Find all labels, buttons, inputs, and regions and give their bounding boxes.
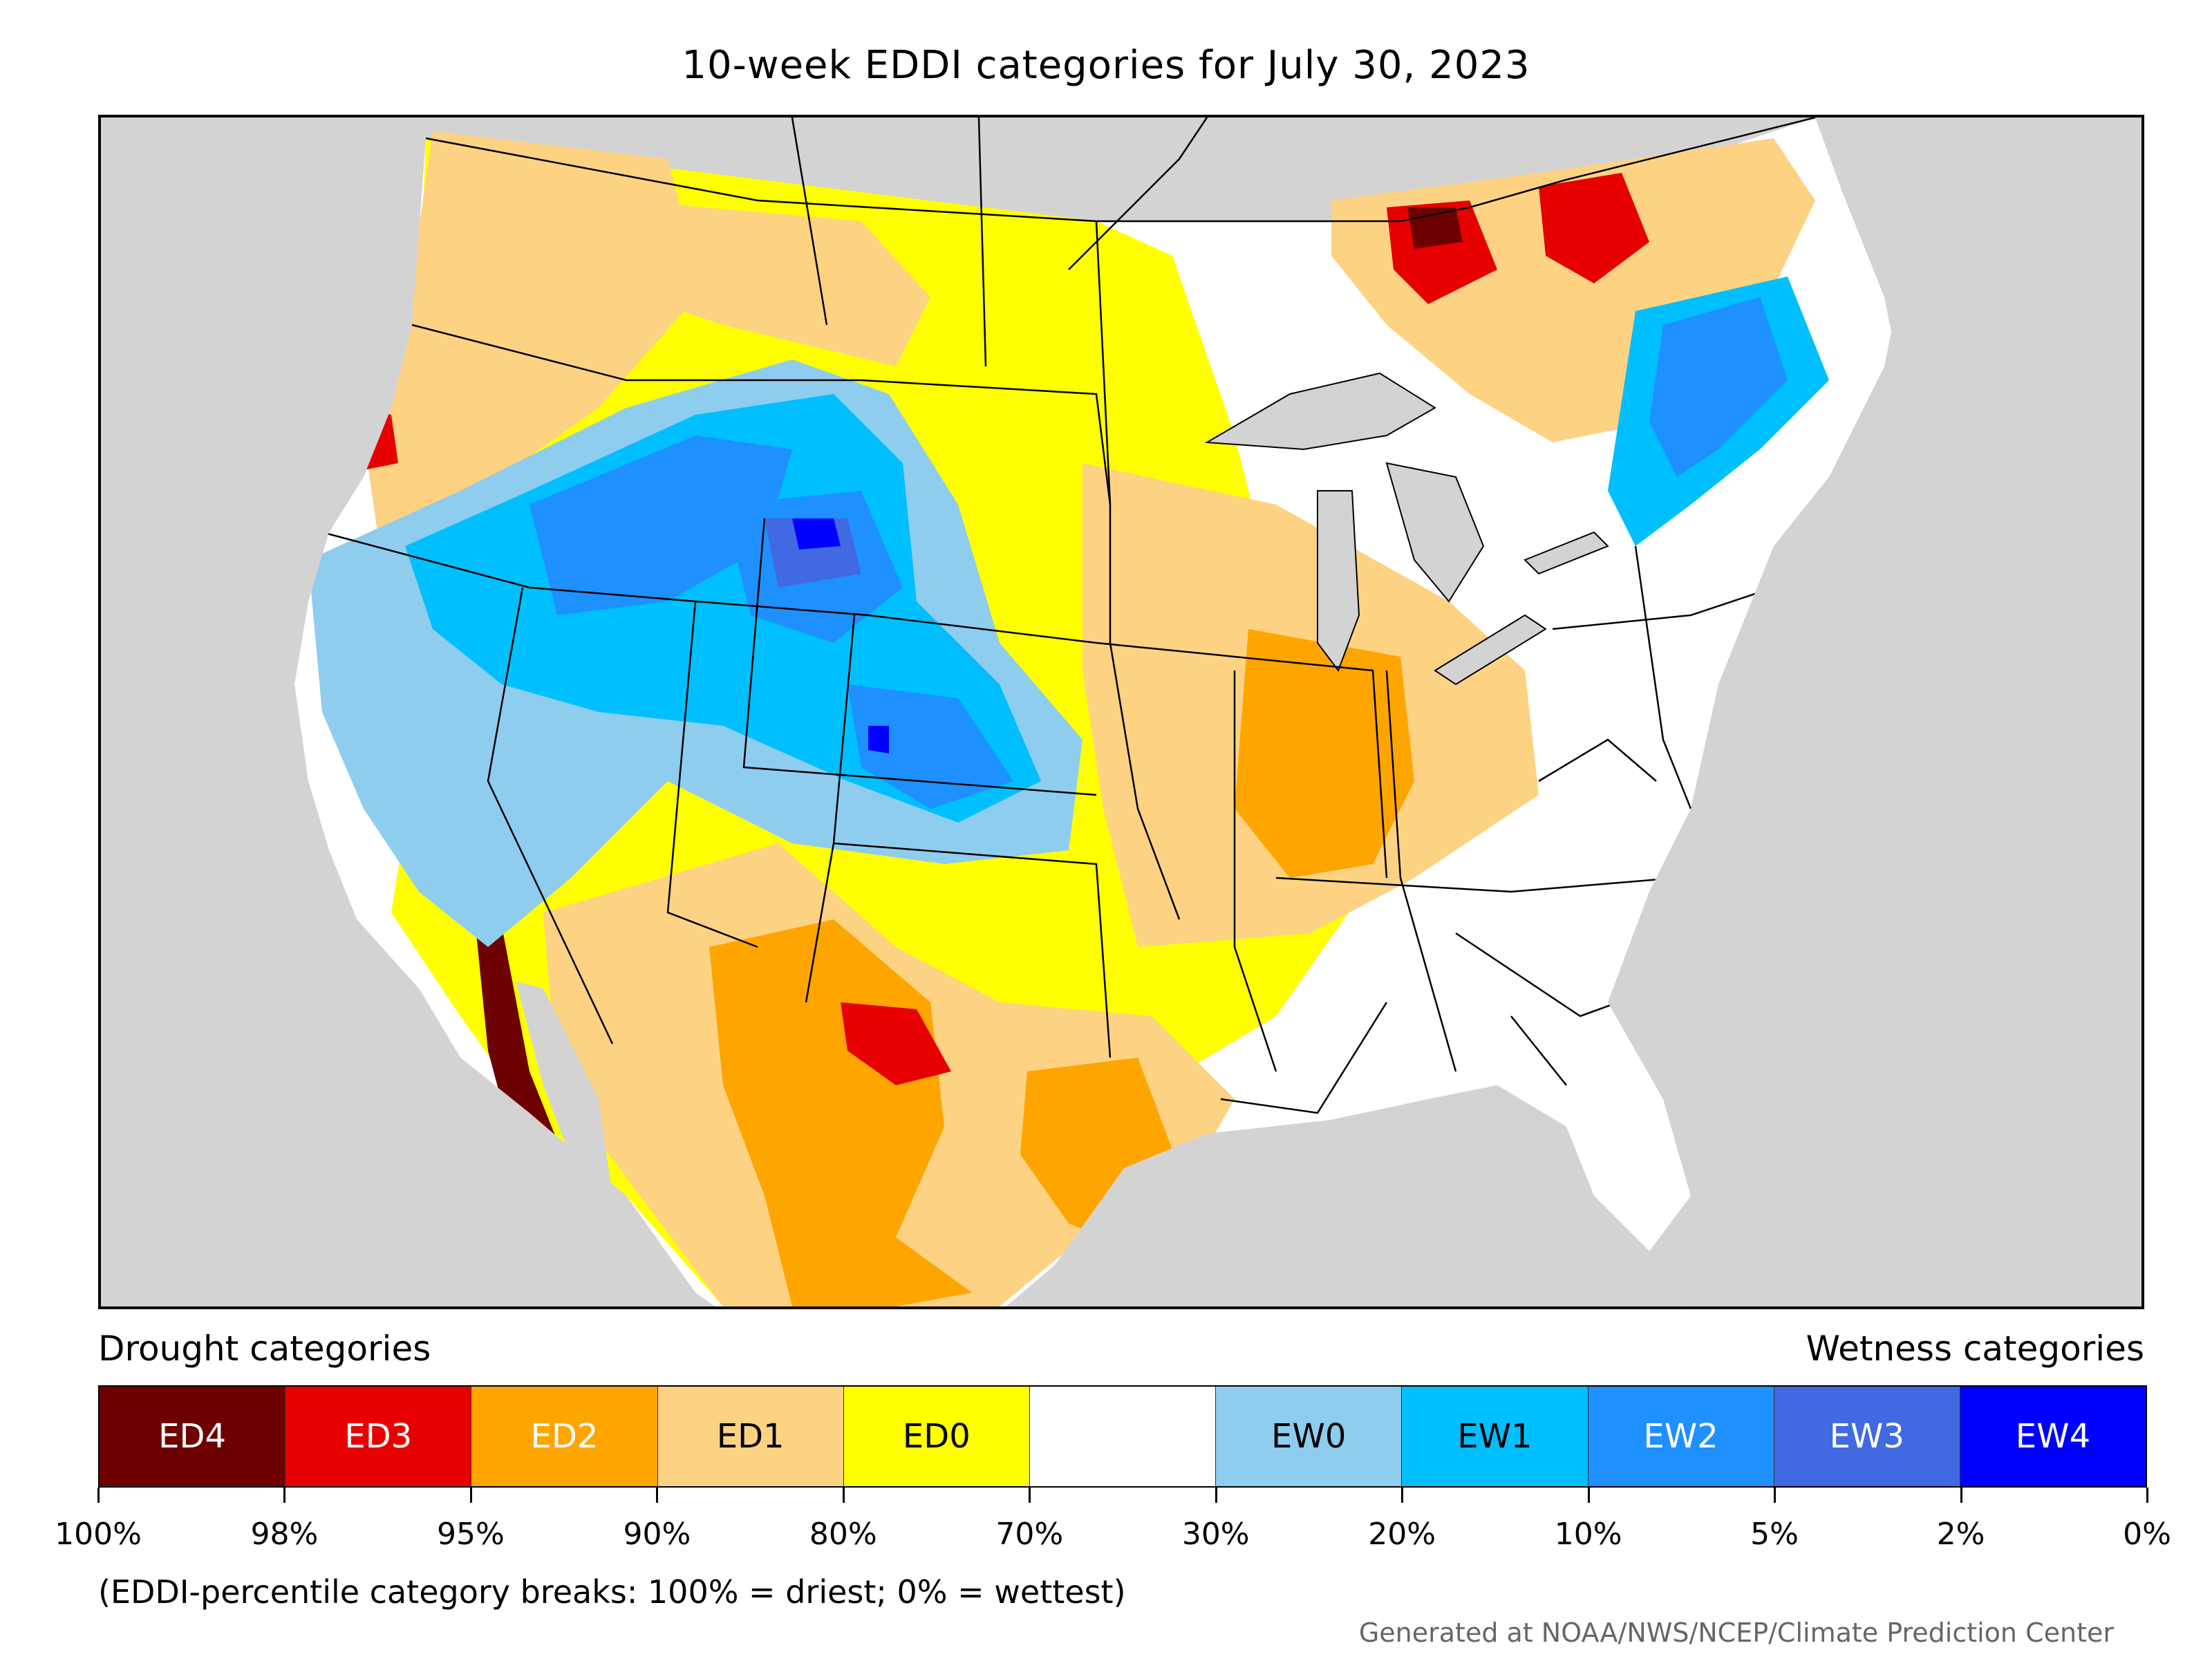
tick-label: 80% — [809, 1517, 877, 1552]
legend-bin-ed2: ED2 — [471, 1387, 658, 1486]
category-colorbar: ED4 ED3 ED2 ED1 ED0 EW0 EW1 EW2 EW3 EW4 — [98, 1385, 2147, 1488]
lake-ontario — [1524, 531, 1609, 575]
tick-label: 100% — [55, 1517, 142, 1552]
tick-mark — [656, 1488, 659, 1503]
legend-bin-ew0: EW0 — [1216, 1387, 1403, 1486]
tick-label: 98% — [250, 1517, 319, 1552]
credit-line: Generated at NOAA/NWS/NCEP/Climate Predi… — [1358, 1618, 2114, 1648]
legend-bin-ew3: EW3 — [1774, 1387, 1960, 1486]
tick-mark — [283, 1488, 286, 1503]
map-canvas — [101, 118, 2141, 1306]
legend-bin-ew2: EW2 — [1588, 1387, 1774, 1486]
map-title: 10-week EDDI categories for July 30, 202… — [682, 43, 1530, 88]
ed3-region-nm-tx — [841, 1002, 951, 1085]
tick-mark — [1401, 1488, 1404, 1503]
ed3-region-quebec — [1539, 173, 1649, 283]
atlantic-ocean — [1608, 118, 2141, 1306]
ed1-region-northplains — [626, 200, 930, 366]
tick-label: 5% — [1750, 1517, 1799, 1552]
lake-michigan — [1317, 490, 1360, 673]
tick-mark — [1029, 1488, 1031, 1503]
tick-mark — [1960, 1488, 1962, 1503]
tick-mark — [1215, 1488, 1217, 1503]
tick-label: 70% — [995, 1517, 1064, 1552]
legend-bin-ew1: EW1 — [1402, 1387, 1588, 1486]
category-breaks-note: (EDDI-percentile category breaks: 100% =… — [98, 1573, 1126, 1611]
lake-erie — [1434, 614, 1547, 686]
ew4-region-wyoming — [792, 518, 841, 550]
eddi-map — [98, 115, 2144, 1309]
drought-categories-heading: Drought categories — [98, 1329, 431, 1369]
ew4-region-colorado — [868, 726, 889, 753]
legend-bin-ed4: ED4 — [100, 1387, 286, 1486]
wetness-categories-heading: Wetness categories — [1806, 1329, 2144, 1369]
tick-mark — [469, 1488, 472, 1503]
gulf-of-california — [516, 982, 612, 1196]
lake-superior — [1204, 372, 1436, 451]
legend-bin-ed3: ED3 — [285, 1387, 472, 1486]
legend-bin-normal — [1029, 1387, 1217, 1486]
state-boundaries — [307, 118, 1816, 1114]
tick-label: 95% — [437, 1517, 505, 1552]
pacific-ocean — [101, 118, 715, 1306]
legend-bin-ed0: ED0 — [843, 1387, 1030, 1486]
ed1-region-northwest — [364, 131, 702, 532]
percentile-ticks: 100% 98% 95% 90% 80% 70% 30% 20% 10% 5% 2% 0% — [55, 1488, 2171, 1552]
ed2-region-midwest — [1235, 629, 1414, 878]
tick-mark — [1774, 1488, 1777, 1503]
gulf-of-mexico — [1006, 1085, 1687, 1306]
tick-mark — [1587, 1488, 1590, 1503]
ew2-region-idaho — [529, 435, 792, 615]
ew2-region-northeast — [1649, 297, 1788, 477]
tick-label: 10% — [1554, 1517, 1622, 1552]
legend-bin-ed1: ED1 — [657, 1387, 844, 1486]
tick-label: 2% — [1936, 1517, 1985, 1552]
lake-huron — [1385, 462, 1485, 603]
legend-bin-ew4: EW4 — [1960, 1387, 2146, 1486]
tick-mark — [2146, 1488, 2148, 1503]
tick-label: 0% — [2123, 1517, 2171, 1552]
tick-label: 90% — [623, 1517, 691, 1552]
tick-mark — [842, 1488, 845, 1503]
tick-label: 30% — [1181, 1517, 1250, 1552]
tick-mark — [97, 1488, 100, 1503]
tick-label: 20% — [1368, 1517, 1436, 1552]
ew2-region-colorado — [847, 684, 1013, 809]
